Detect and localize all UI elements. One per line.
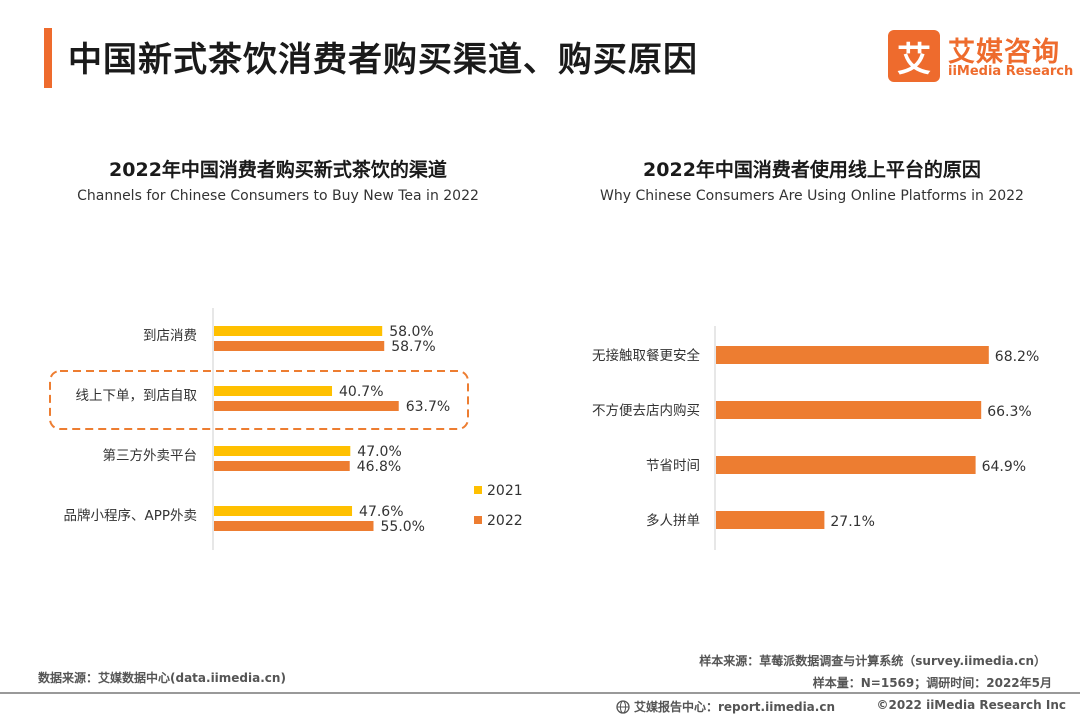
data-label: 68.2% <box>995 349 1039 365</box>
bar <box>716 346 989 364</box>
iimedia-logo: 艾 艾媒咨询 iiMedia Research <box>888 30 1073 84</box>
bar <box>716 511 825 529</box>
data-label: 40.7% <box>339 384 383 400</box>
bar <box>716 401 982 419</box>
bar-2021 <box>214 326 383 336</box>
title-accent-bar <box>44 28 52 88</box>
category-label: 节省时间 <box>646 458 700 474</box>
bar-2021 <box>214 446 351 456</box>
data-label: 58.7% <box>391 339 435 355</box>
legend-swatch-2022 <box>474 516 482 524</box>
legend-swatch-2021 <box>474 486 482 494</box>
category-label: 多人拼单 <box>646 512 700 529</box>
report-center-line: 艾媒报告中心：report.iimedia.cn <box>616 698 835 715</box>
report-center: 艾媒报告中心：report.iimedia.cn <box>634 700 835 714</box>
category-label: 不方便去店内购买 <box>592 403 700 419</box>
bar-2021 <box>214 506 353 516</box>
data-label: 46.8% <box>357 459 401 475</box>
bar-2022 <box>214 341 385 351</box>
data-label: 55.0% <box>381 519 425 535</box>
data-label: 47.6% <box>359 504 403 520</box>
logo-text-en: iiMedia Research <box>948 64 1074 79</box>
page-title: 中国新式茶饮消费者购买渠道、购买原因 <box>68 40 698 80</box>
category-label: 到店消费 <box>143 328 197 344</box>
data-label: 27.1% <box>830 514 874 530</box>
category-label: 品牌小程序、APP外卖 <box>63 507 197 524</box>
data-label: 47.0% <box>357 444 401 460</box>
copyright: ©2022 iiMedia Research Inc <box>876 698 1067 712</box>
sample-source: 样本来源：草莓派数据调查与计算系统（survey.iimedia.cn） <box>699 654 1046 668</box>
channels-bar-chart: 到店消费 58.0%58.7% 线上下单，到店自取 40.7% 63.7% 第三方外卖平台… <box>49 308 523 550</box>
data-source: 数据来源：艾媒数据中心(data.iimedia.cn) <box>38 671 286 685</box>
data-label: 66.3% <box>987 404 1031 420</box>
bar <box>716 456 976 474</box>
category-label: 无接触取餐更安全 <box>592 347 700 364</box>
category-label: 线上下单，到店自取 <box>76 388 198 404</box>
legend-label: 2021 <box>487 483 523 499</box>
logo-mark: 艾 <box>888 30 940 82</box>
sample-info: 样本量：N=1569；调研时间：2022年5月 <box>812 676 1052 690</box>
legend-label: 2022 <box>487 513 523 529</box>
bar-2022 <box>214 401 399 411</box>
bar-2021 <box>214 386 333 396</box>
right-chart-subtitle: Why Chinese Consumers Are Using Online P… <box>600 188 1024 204</box>
left-chart-subtitle: Channels for Chinese Consumers to Buy Ne… <box>77 188 479 204</box>
right-chart-title: 2022年中国消费者使用线上平台的原因 <box>643 159 981 181</box>
data-label: 64.9% <box>982 459 1026 475</box>
bar-2022 <box>214 461 350 471</box>
category-label: 第三方外卖平台 <box>103 447 198 464</box>
data-label: 58.0% <box>389 324 433 340</box>
globe-icon <box>616 699 630 714</box>
data-label: 63.7% <box>406 399 450 415</box>
online-reasons-bar-chart: 无接触取餐更安全 68.2% 不方便去店内购买 66.3% 节省时间 64.9% 多人拼单 2… <box>592 326 1039 550</box>
logo-text-cn: 艾媒咨询 <box>948 37 1060 68</box>
footer-divider <box>0 692 1080 694</box>
highlight-dashed-box <box>49 370 469 430</box>
left-chart-title: 2022年中国消费者购买新式茶饮的渠道 <box>109 159 447 181</box>
bar-2022 <box>214 521 374 531</box>
